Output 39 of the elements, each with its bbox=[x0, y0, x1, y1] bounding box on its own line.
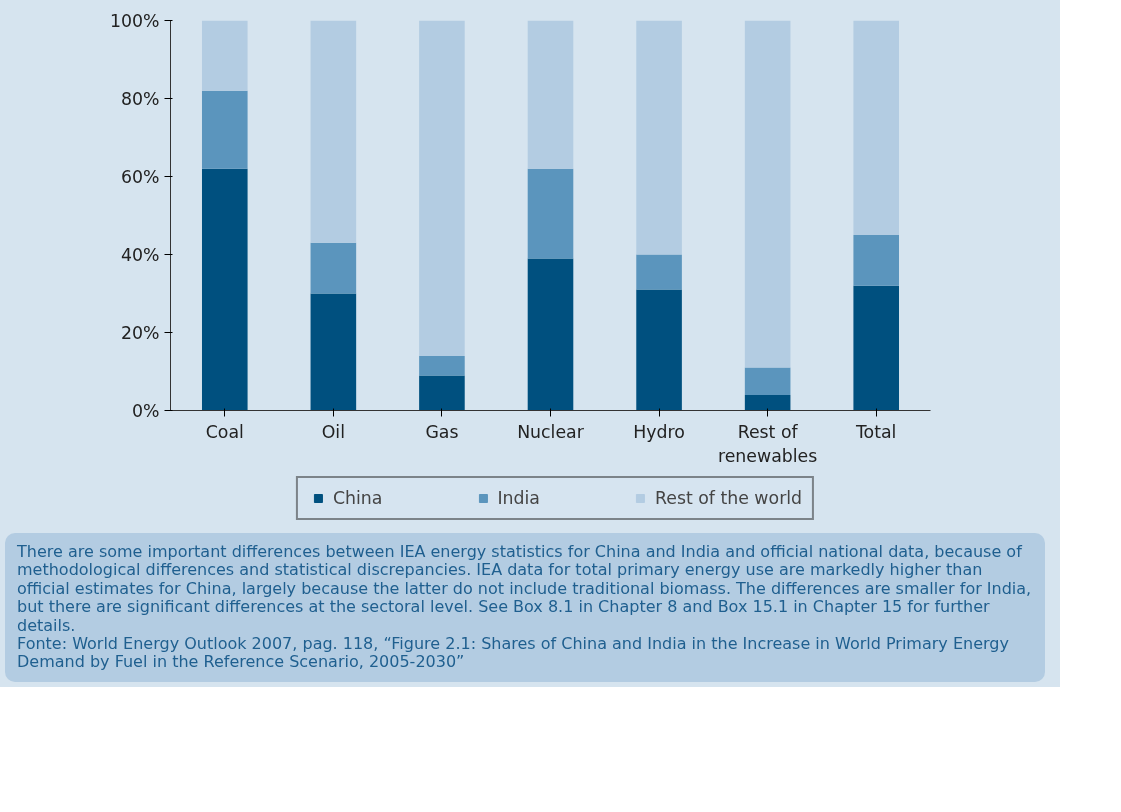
source-note: Fonte: World Energy Outlook 2007, pag. 118, “Figure 2.1: Shares of China and India in the Increase in World Primary Energy Demand by Fuel in the Reference Scenario, 2005-2030” bbox=[17, 633, 1009, 672]
bar bbox=[636, 254, 682, 290]
bar bbox=[744, 20, 791, 368]
bar bbox=[744, 394, 791, 411]
x-tick-label: Hydro bbox=[633, 421, 685, 442]
bar bbox=[419, 20, 465, 356]
bar bbox=[201, 168, 248, 411]
bar bbox=[527, 20, 574, 169]
y-tick-label: 100% bbox=[109, 10, 160, 31]
text: There are some important differences between IEA energy statistics for China and India and official national data, because of methodological differences and statistical discrepancies. IEA data for total primary energy use are markedly higher than official estimates for China, largely because the latter do not include traditional biomass. The differences are smaller for India, but there are significant differences at the sectoral level. See Box 8.1 in Chapter 8 and Box 15.1 in Chapter 15 for further details. bbox=[17, 542, 1032, 635]
x-tick-label: Total bbox=[854, 421, 897, 442]
y-tick-label: 20% bbox=[120, 322, 160, 343]
bar bbox=[853, 20, 900, 235]
bar bbox=[744, 367, 791, 395]
bar bbox=[419, 375, 465, 411]
bar bbox=[853, 235, 900, 286]
legend-label: India bbox=[497, 488, 540, 508]
bar bbox=[310, 242, 357, 294]
bar bbox=[636, 20, 682, 255]
x-tick-label: Rest of renewables bbox=[717, 421, 818, 466]
bar bbox=[853, 285, 900, 411]
y-tick-label: 60% bbox=[120, 166, 160, 187]
bar bbox=[310, 293, 357, 411]
legend-label: Rest of the world bbox=[654, 488, 803, 508]
x-tick-label: Oil bbox=[321, 421, 345, 442]
bar bbox=[201, 20, 248, 91]
bar bbox=[527, 168, 574, 259]
bar bbox=[419, 355, 465, 376]
y-tick-label: 40% bbox=[120, 244, 160, 265]
bar bbox=[636, 289, 682, 411]
y-tick-label: 0% bbox=[132, 400, 160, 421]
legend-label: China bbox=[332, 488, 383, 508]
x-tick-label: Coal bbox=[205, 421, 244, 442]
x-tick-label: Nuclear bbox=[517, 421, 585, 442]
bar bbox=[310, 20, 357, 243]
bar bbox=[201, 90, 248, 169]
x-tick-label: Gas bbox=[425, 421, 459, 442]
y-tick-label: 80% bbox=[120, 88, 160, 109]
bar bbox=[527, 258, 574, 411]
